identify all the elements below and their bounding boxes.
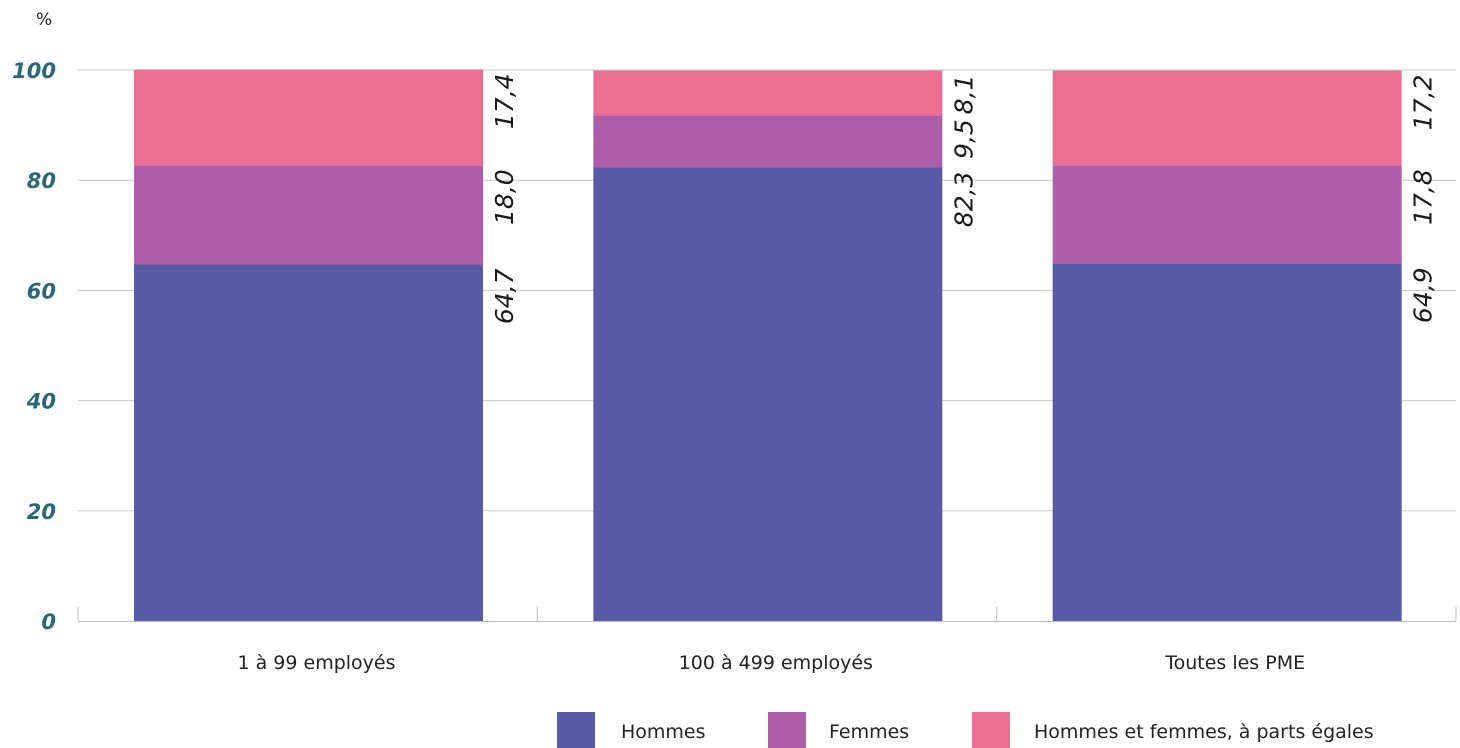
y-tick-label: 0 (41, 610, 56, 634)
y-tick-label: 80 (27, 169, 56, 193)
bar-segment (134, 165, 483, 265)
data-label: 64,9 (1409, 267, 1438, 323)
bar-segment (593, 70, 943, 116)
legend-swatch (768, 712, 806, 748)
data-label: 8,1 (949, 75, 978, 115)
bar-segment (1052, 70, 1402, 166)
data-label: 9,5 (949, 119, 978, 159)
data-label: 17,2 (1409, 75, 1438, 131)
bar-segment (134, 264, 483, 621)
y-tick-label: 20 (27, 500, 56, 524)
data-label: 18,0 (490, 169, 519, 225)
x-category-label: 100 à 499 employés (679, 652, 873, 674)
legend: Hommes Femmes Hommes et femmes, à parts ég… (557, 712, 1374, 748)
x-category-label: Toutes les PME (1164, 652, 1305, 674)
bar-segment (134, 69, 483, 166)
x-axis-category-labels: 1 à 99 employés 100 à 499 employés Toutes … (237, 652, 1305, 674)
x-category-label: 1 à 99 employés (237, 652, 395, 674)
legend-swatch (972, 712, 1010, 748)
bar-segment (1052, 165, 1402, 264)
bar-segment (593, 167, 943, 622)
y-axis-unit-label: % (36, 10, 52, 30)
legend-label: Hommes et femmes, à parts égales (1034, 721, 1374, 743)
data-label: 64,7 (490, 268, 519, 324)
legend-swatch (557, 712, 595, 748)
y-tick-label: 100 (12, 59, 56, 83)
bar-segment (1052, 263, 1402, 621)
x-axis (77, 607, 1457, 622)
bars (134, 69, 1402, 622)
data-label: 17,4 (490, 73, 519, 129)
legend-label: Hommes (621, 721, 706, 743)
y-tick-label: 40 (26, 390, 56, 414)
legend-label: Femmes (829, 721, 909, 743)
y-tick-label: 60 (27, 279, 56, 303)
data-labels: 64,7 18,0 17,4 82,3 9,5 8,1 64,9 17,8 17,2 (490, 73, 1438, 324)
data-label: 82,3 (949, 172, 978, 228)
data-label: 17,8 (1409, 169, 1438, 225)
bar-segment (593, 115, 943, 168)
y-axis-ticks: 0 20 40 60 80 100 (12, 59, 56, 634)
